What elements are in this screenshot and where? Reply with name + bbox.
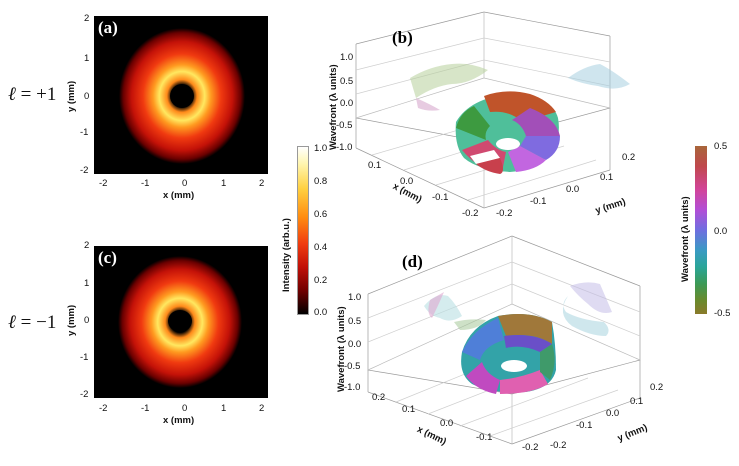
colorbar-tick: 0.6 <box>314 209 328 220</box>
x-tick: 2 <box>259 178 265 189</box>
ell-value: = +1 <box>15 84 57 105</box>
y-tick: 2 <box>84 240 90 251</box>
y-tick: 0 <box>84 91 90 102</box>
x-axis-label-c: x (mm) <box>163 415 195 426</box>
intensity-colorbar <box>297 146 309 315</box>
colorbar-tick: 1.0 <box>314 143 328 154</box>
x-tick: -0.2 <box>462 208 479 219</box>
colorbar-tick: 0.2 <box>314 275 328 286</box>
z-axis-label-d: Wavefront (λ units) <box>336 306 347 392</box>
colorbar-tick: 0.0 <box>314 307 328 318</box>
y-tick: 0.1 <box>630 396 644 407</box>
panel-label-a: (a) <box>98 18 118 37</box>
y-tick: 0.0 <box>566 184 580 195</box>
x-tick: 0.1 <box>402 404 416 415</box>
y-tick: 0.2 <box>622 152 636 163</box>
y-tick: -0.1 <box>530 196 547 207</box>
x-tick: 0 <box>182 178 188 189</box>
y-tick: 0.2 <box>650 382 664 393</box>
x-tick: -2 <box>99 178 108 189</box>
z-tick: 0.5 <box>340 76 354 87</box>
colorbar-tick: 0.0 <box>714 226 728 237</box>
z-tick: 1.0 <box>340 52 354 63</box>
y-tick: 0.0 <box>606 408 620 419</box>
colorbar-tick: 0.4 <box>314 242 328 253</box>
x-tick: -0.1 <box>432 192 449 203</box>
colorbar-tick: 0.5 <box>714 141 728 152</box>
z-tick: 0.0 <box>340 98 354 109</box>
x-tick: 0 <box>182 403 188 414</box>
y-tick: 2 <box>84 13 90 24</box>
x-tick: 0.2 <box>372 392 386 403</box>
y-tick: -1 <box>80 352 89 363</box>
ell-symbol: ℓ <box>8 84 16 105</box>
x-tick: 1 <box>221 403 227 414</box>
row-label-l-plus-1: ℓ = +1 <box>8 84 56 106</box>
donut-beam-a <box>119 28 245 164</box>
x-tick: 0.1 <box>368 160 382 171</box>
x-tick: -1 <box>141 178 150 189</box>
z-tick: -1.0 <box>336 142 353 153</box>
intensity-map-a: (a) <box>94 16 268 174</box>
x-tick: -1 <box>141 403 150 414</box>
row-label-l-minus-1: ℓ = −1 <box>8 312 56 334</box>
wavefront-colorbar-label: Wavefront (λ units) <box>680 196 691 282</box>
panel-label-b: (b) <box>392 28 413 47</box>
panel-label-c: (c) <box>98 248 117 267</box>
x-tick: -2 <box>99 403 108 414</box>
panel-label-d: (d) <box>402 252 423 271</box>
x-tick: 0.0 <box>440 418 454 429</box>
y-tick: -0.2 <box>496 208 513 219</box>
z-tick: 0.5 <box>348 316 362 327</box>
colorbar-tick: -0.5 <box>714 308 731 319</box>
z-tick: 1.0 <box>348 292 362 303</box>
y-tick: -0.2 <box>550 440 567 451</box>
x-tick: 1 <box>221 178 227 189</box>
y-tick: 1 <box>84 53 90 64</box>
z-tick: 0.0 <box>348 339 362 350</box>
colorbar-tick: 0.8 <box>314 176 328 187</box>
z-tick: -0.5 <box>336 120 353 131</box>
ell-symbol: ℓ <box>8 312 16 333</box>
ell-value: = −1 <box>15 312 57 333</box>
y-tick: -2 <box>80 389 89 400</box>
x-tick: 0.0 <box>400 176 414 187</box>
y-tick: -1 <box>80 127 89 138</box>
intensity-map-c: (c) <box>94 246 268 398</box>
y-tick: 1 <box>84 278 90 289</box>
z-tick: -0.5 <box>344 361 361 372</box>
y-tick: -2 <box>80 165 89 176</box>
donut-beam-c <box>118 256 242 388</box>
x-tick: -0.2 <box>522 442 539 453</box>
x-tick: -0.1 <box>476 432 493 443</box>
wavefront-colorbar <box>695 146 707 314</box>
x-axis-label-a: x (mm) <box>163 190 195 201</box>
z-tick: -1.0 <box>344 382 361 393</box>
y-tick: 0.1 <box>600 172 614 183</box>
x-tick: 2 <box>259 403 265 414</box>
y-tick: -0.1 <box>576 420 593 431</box>
y-tick: 0 <box>84 315 90 326</box>
